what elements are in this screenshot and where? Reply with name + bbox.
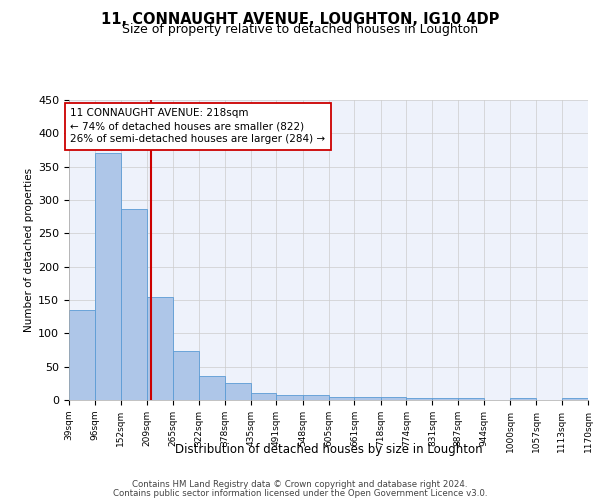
Bar bbox=[458, 398, 484, 400]
Bar bbox=[69, 310, 95, 400]
Bar bbox=[329, 398, 355, 400]
Bar bbox=[199, 376, 224, 400]
Bar bbox=[173, 352, 199, 400]
Y-axis label: Number of detached properties: Number of detached properties bbox=[24, 168, 34, 332]
Bar bbox=[562, 398, 588, 400]
Bar bbox=[147, 296, 173, 400]
Bar bbox=[406, 398, 433, 400]
Bar bbox=[355, 398, 380, 400]
Bar bbox=[277, 394, 302, 400]
Bar bbox=[224, 384, 251, 400]
Bar bbox=[433, 398, 458, 400]
Text: 11, CONNAUGHT AVENUE, LOUGHTON, IG10 4DP: 11, CONNAUGHT AVENUE, LOUGHTON, IG10 4DP bbox=[101, 12, 499, 28]
Text: Contains HM Land Registry data © Crown copyright and database right 2024.: Contains HM Land Registry data © Crown c… bbox=[132, 480, 468, 489]
Bar bbox=[380, 398, 406, 400]
Bar bbox=[121, 208, 147, 400]
Bar bbox=[95, 154, 121, 400]
Bar bbox=[251, 394, 277, 400]
Text: Contains public sector information licensed under the Open Government Licence v3: Contains public sector information licen… bbox=[113, 488, 487, 498]
Text: Distribution of detached houses by size in Loughton: Distribution of detached houses by size … bbox=[175, 442, 482, 456]
Text: 11 CONNAUGHT AVENUE: 218sqm
← 74% of detached houses are smaller (822)
26% of se: 11 CONNAUGHT AVENUE: 218sqm ← 74% of det… bbox=[70, 108, 326, 144]
Text: Size of property relative to detached houses in Loughton: Size of property relative to detached ho… bbox=[122, 23, 478, 36]
Bar bbox=[302, 396, 329, 400]
Bar bbox=[510, 398, 536, 400]
